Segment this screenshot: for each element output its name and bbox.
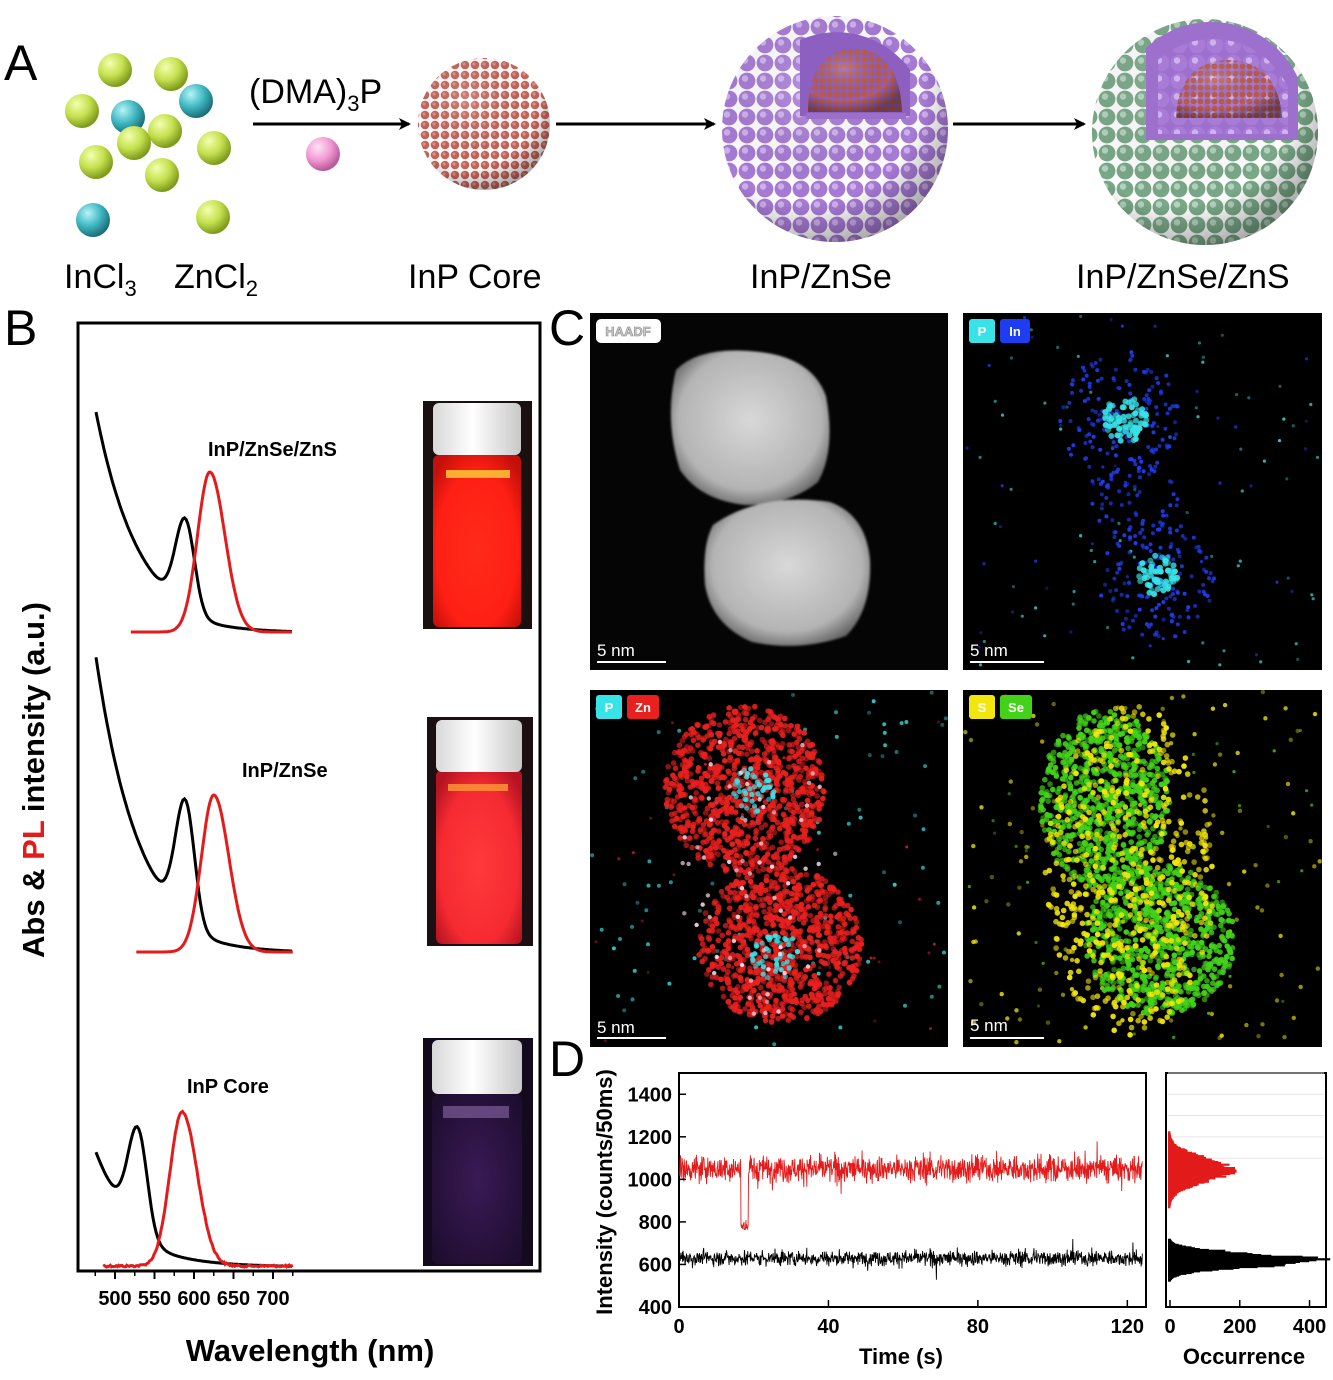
scale-bar-p-zn: 5 nm (597, 1018, 635, 1037)
in-precursor-sphere (197, 131, 231, 165)
panel-letter-a: A (4, 35, 38, 91)
spectra-x-tick: 700 (256, 1288, 289, 1310)
trace-axes: 0 40 80 120 400 600 800 1000 1200 1400 (628, 1084, 1145, 1338)
panel-c: C HAADF 5 nm P In 5 nm P (549, 300, 1322, 1047)
histogram-plot (1168, 1072, 1331, 1282)
badge-p: P (605, 700, 614, 715)
trace-x-title: Time (s) (859, 1344, 943, 1369)
scale-bar-s-se: 5 nm (970, 1016, 1008, 1035)
panel-d: D 0 40 80 120 400 600 800 1000 1200 1400 Time (s)… (549, 1031, 1331, 1369)
spectra-x-tick: 650 (217, 1288, 250, 1310)
core-label: InP Core (408, 258, 542, 296)
histogram-bar (1168, 1238, 1171, 1241)
trace-y-tick: 800 (639, 1212, 672, 1234)
trace-y-tick: 600 (639, 1254, 672, 1276)
in-precursor-sphere (145, 158, 179, 192)
trace-x-tick: 120 (1111, 1316, 1144, 1338)
map-p-in: P In 5 nm (963, 313, 1322, 670)
histogram-x-tick: 0 (1164, 1316, 1175, 1338)
inp-znse-sphere (722, 16, 948, 242)
spectra-x-axis: 500 550 600 650 700 (94, 1271, 294, 1310)
vial-inp-core (423, 1038, 533, 1266)
pl-curve (130, 470, 292, 634)
histogram-x-title: Occurrence (1183, 1344, 1305, 1369)
trace-y-tick: 1200 (628, 1127, 673, 1149)
trace-frame (678, 1072, 1147, 1308)
in-precursor-sphere (98, 53, 132, 87)
zn-precursor-sphere (111, 100, 145, 134)
panel-letter-b: B (4, 300, 37, 356)
histogram-axes: 0 200 400 (1164, 1300, 1326, 1338)
spectra-x-title: Wavelength (nm) (186, 1333, 435, 1368)
curve-label-inp-znse-zns: InP/ZnSe/ZnS (208, 439, 337, 461)
histogram-x-tick: 200 (1223, 1316, 1256, 1338)
trace-y-tick: 1400 (628, 1084, 673, 1106)
trace-y-tick: 1000 (628, 1169, 673, 1191)
spectra-frame (76, 321, 542, 1273)
p-precursor-sphere (306, 137, 340, 171)
vial-inp-znse (427, 717, 533, 946)
zn-precursor-sphere (76, 203, 110, 237)
in-precursor-sphere (117, 126, 151, 160)
map-s-se: S Se 5 nm (963, 689, 1322, 1047)
spectra-curves (94, 411, 294, 1269)
trace-x-tick: 80 (967, 1316, 989, 1338)
shell1-label: InP/ZnSe (750, 258, 892, 296)
trace-y-tick: 400 (639, 1297, 672, 1319)
histogram-bar (1168, 1131, 1171, 1134)
trace-y-title: Intensity (counts/50ms) (592, 1069, 617, 1315)
trace-x-tick: 40 (817, 1316, 839, 1338)
inp-znse-zns-sphere (1092, 19, 1318, 245)
in-precursor-sphere (154, 57, 188, 91)
trace-series (679, 1238, 1143, 1280)
haadf-image: HAADF 5 nm (590, 313, 948, 670)
badge-se: Se (1008, 700, 1024, 715)
shell2-label: InP/ZnSe/ZnS (1076, 258, 1290, 296)
precursor-spheres (65, 53, 231, 237)
panel-letter-d: D (549, 1031, 585, 1087)
precursor-zncl2-label: ZnCl2 (174, 258, 258, 301)
in-precursor-sphere (148, 114, 182, 148)
spectra-x-tick: 550 (138, 1288, 171, 1310)
curve-label-inp-core: InP Core (187, 1076, 269, 1098)
spectra-x-tick: 500 (98, 1288, 131, 1310)
reagent-label: (DMA)3P (249, 73, 382, 116)
badge-p: P (978, 324, 987, 339)
scale-bar-p-in: 5 nm (970, 641, 1008, 660)
trace-series (679, 1141, 1143, 1231)
trace-x-tick: 0 (673, 1316, 684, 1338)
haadf-badge: HAADF (605, 324, 651, 339)
map-p-zn: P Zn 5 nm (590, 690, 948, 1047)
panel-letter-c: C (549, 300, 585, 356)
inp-core-sphere (418, 58, 550, 190)
trace-plot (679, 1141, 1143, 1280)
badge-s: S (978, 700, 987, 715)
in-precursor-sphere (196, 200, 230, 234)
badge-zn: Zn (635, 700, 651, 715)
precursor-incl3-label: InCl3 (64, 258, 137, 301)
spectra-y-title: Abs & PL intensity (a.u.) (16, 602, 51, 958)
badge-in: In (1009, 324, 1021, 339)
scale-bar-haadf: 5 nm (597, 641, 635, 660)
curve-label-inp-znse: InP/ZnSe (242, 760, 328, 782)
histogram-x-tick: 400 (1293, 1316, 1326, 1338)
spectra-x-tick: 600 (177, 1288, 210, 1310)
in-precursor-sphere (65, 94, 99, 128)
pl-curve (102, 1109, 294, 1269)
panel-b: B InP/ZnSe/ZnS InP/ZnSe InP Core 500 550 6… (4, 300, 542, 1368)
panel-a: A InCl3 ZnCl2 (DMA)3P InP Core (4, 16, 1318, 301)
vial-inp-znse-zns (423, 401, 532, 629)
zn-precursor-sphere (179, 84, 213, 118)
pl-curve (136, 793, 293, 954)
in-precursor-sphere (79, 145, 113, 179)
